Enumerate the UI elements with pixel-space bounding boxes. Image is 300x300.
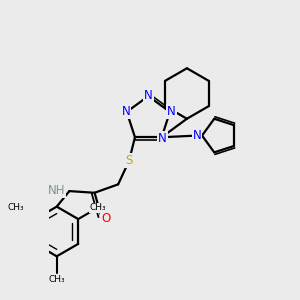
Text: O: O xyxy=(101,212,110,224)
Text: S: S xyxy=(125,154,133,167)
Text: N: N xyxy=(167,105,176,119)
Text: N: N xyxy=(122,104,130,118)
Text: CH₃: CH₃ xyxy=(90,203,106,212)
Text: N: N xyxy=(158,132,167,145)
Text: N: N xyxy=(121,105,129,119)
Text: NH: NH xyxy=(48,184,65,197)
Text: N: N xyxy=(193,129,201,142)
Text: N: N xyxy=(144,89,153,102)
Text: CH₃: CH₃ xyxy=(48,274,65,284)
Text: N: N xyxy=(144,89,153,102)
Text: CH₃: CH₃ xyxy=(7,203,24,212)
